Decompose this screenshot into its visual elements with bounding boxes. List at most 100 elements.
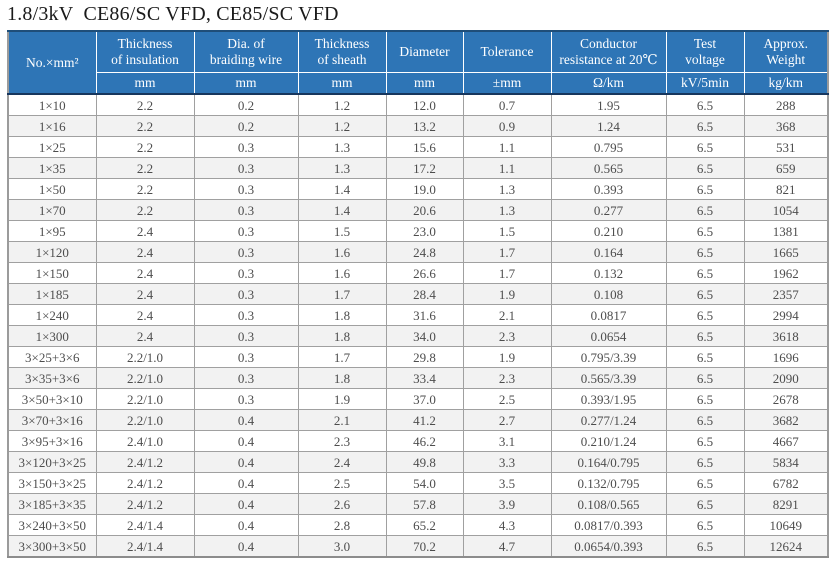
cell-value: 0.0654/0.393 <box>550 535 667 558</box>
cell-value: 0.565 <box>550 157 667 179</box>
unit-insulation-thickness: mm <box>95 72 195 95</box>
cell-value: 10649 <box>743 514 829 536</box>
cell-value: 1665 <box>743 241 829 263</box>
cell-value: 2.2/1.0 <box>95 409 195 431</box>
cell-value: 6.5 <box>665 93 745 116</box>
cell-value: 70.2 <box>385 535 464 558</box>
table-row: 3×50+3×10 2.2/1.0 0.3 1.9 37.0 2.5 0.393/1.95 6… <box>7 388 829 410</box>
unit-braiding-wire-dia: mm <box>193 72 299 95</box>
cell-value: 23.0 <box>385 220 464 242</box>
cell-value: 6.5 <box>665 409 745 431</box>
cell-conductor-size: 1×10 <box>7 93 97 116</box>
cell-value: 6.5 <box>665 367 745 389</box>
cell-value: 0.3 <box>193 178 299 200</box>
unit-sheath-thickness: mm <box>297 72 387 95</box>
cell-value: 37.0 <box>385 388 464 410</box>
cell-conductor-size: 1×240 <box>7 304 97 326</box>
cell-value: 2.2/1.0 <box>95 346 195 368</box>
cell-value: 3.9 <box>462 493 552 515</box>
cell-value: 6.5 <box>665 178 745 200</box>
cell-conductor-size: 3×50+3×10 <box>7 388 97 410</box>
table-row: 1×70 2.2 0.3 1.4 20.6 1.3 0.277 6.5 1054 <box>7 199 829 221</box>
cell-value: 41.2 <box>385 409 464 431</box>
col-header-test-voltage: Test voltage <box>665 30 745 73</box>
cable-spec-table: No.×mm² Thickness of insulation Dia. of … <box>7 30 829 558</box>
cell-value: 0.164 <box>550 241 667 263</box>
cell-value: 0.0817/0.393 <box>550 514 667 536</box>
cell-value: 0.0817 <box>550 304 667 326</box>
cell-value: 1.4 <box>297 178 387 200</box>
cell-value: 2.2 <box>95 199 195 221</box>
cell-value: 0.3 <box>193 262 299 284</box>
cell-value: 1.95 <box>550 93 667 116</box>
cell-value: 15.6 <box>385 136 464 158</box>
cell-value: 0.210/1.24 <box>550 430 667 452</box>
cell-value: 2.4 <box>95 325 195 347</box>
col-header-approx-weight: Approx. Weight <box>743 30 829 73</box>
table-row: 3×70+3×16 2.2/1.0 0.4 2.1 41.2 2.7 0.277/1.24 6… <box>7 409 829 431</box>
col-header-braiding-wire-dia: Dia. of braiding wire <box>193 30 299 73</box>
cell-value: 1054 <box>743 199 829 221</box>
cell-value: 6.5 <box>665 493 745 515</box>
cell-value: 2090 <box>743 367 829 389</box>
table-row: 1×150 2.4 0.3 1.6 26.6 1.7 0.132 6.5 1962 <box>7 262 829 284</box>
cell-conductor-size: 3×240+3×50 <box>7 514 97 536</box>
cell-value: 6.5 <box>665 262 745 284</box>
cell-value: 368 <box>743 115 829 137</box>
cell-value: 0.277/1.24 <box>550 409 667 431</box>
cell-value: 0.108 <box>550 283 667 305</box>
cell-value: 0.3 <box>193 367 299 389</box>
unit-test-voltage: kV/5min <box>665 72 745 95</box>
cell-value: 6.5 <box>665 241 745 263</box>
cell-conductor-size: 3×120+3×25 <box>7 451 97 473</box>
cell-value: 6.5 <box>665 304 745 326</box>
cell-value: 0.4 <box>193 493 299 515</box>
cell-value: 1.24 <box>550 115 667 137</box>
cell-value: 3.5 <box>462 472 552 494</box>
cell-value: 2.2 <box>95 178 195 200</box>
cell-value: 0.4 <box>193 514 299 536</box>
cell-value: 0.7 <box>462 93 552 116</box>
table-row: 1×35 2.2 0.3 1.3 17.2 1.1 0.565 6.5 659 <box>7 157 829 179</box>
cell-value: 0.3 <box>193 388 299 410</box>
table-row: 3×95+3×16 2.4/1.0 0.4 2.3 46.2 3.1 0.210/1.24 6… <box>7 430 829 452</box>
table-row: 1×10 2.2 0.2 1.2 12.0 0.7 1.95 6.5 288 <box>7 93 829 116</box>
cell-value: 1.2 <box>297 93 387 116</box>
cell-conductor-size: 1×50 <box>7 178 97 200</box>
cell-value: 6.5 <box>665 283 745 305</box>
cell-value: 6.5 <box>665 535 745 558</box>
cell-value: 49.8 <box>385 451 464 473</box>
cell-value: 24.8 <box>385 241 464 263</box>
cell-value: 2.2/1.0 <box>95 388 195 410</box>
cell-conductor-size: 3×150+3×25 <box>7 472 97 494</box>
cell-value: 1.3 <box>297 157 387 179</box>
cell-conductor-size: 1×35 <box>7 157 97 179</box>
table-row: 3×150+3×25 2.4/1.2 0.4 2.5 54.0 3.5 0.132/0.79… <box>7 472 829 494</box>
cell-value: 2.4 <box>95 241 195 263</box>
cell-value: 6.5 <box>665 136 745 158</box>
cell-value: 3.0 <box>297 535 387 558</box>
cell-value: 0.2 <box>193 93 299 116</box>
table-row: 1×50 2.2 0.3 1.4 19.0 1.3 0.393 6.5 821 <box>7 178 829 200</box>
cell-value: 2.4/1.2 <box>95 451 195 473</box>
table-header: No.×mm² Thickness of insulation Dia. of … <box>7 30 829 95</box>
cell-value: 1.1 <box>462 157 552 179</box>
table-row: 3×185+3×35 2.4/1.2 0.4 2.6 57.8 3.9 0.108/0.56… <box>7 493 829 515</box>
cell-value: 821 <box>743 178 829 200</box>
cell-value: 54.0 <box>385 472 464 494</box>
cell-value: 3.1 <box>462 430 552 452</box>
cell-value: 0.795 <box>550 136 667 158</box>
unit-approx-weight: kg/km <box>743 72 829 95</box>
cell-value: 1.7 <box>462 262 552 284</box>
cell-value: 1.3 <box>462 199 552 221</box>
cell-conductor-size: 1×95 <box>7 220 97 242</box>
cell-value: 17.2 <box>385 157 464 179</box>
col-header-tolerance: Tolerance <box>462 30 552 73</box>
cell-value: 0.3 <box>193 241 299 263</box>
table-row: 3×240+3×50 2.4/1.4 0.4 2.8 65.2 4.3 0.0817/0.3… <box>7 514 829 536</box>
cell-conductor-size: 1×300 <box>7 325 97 347</box>
cell-value: 0.9 <box>462 115 552 137</box>
cell-value: 0.4 <box>193 409 299 431</box>
cell-conductor-size: 1×150 <box>7 262 97 284</box>
col-header-diameter: Diameter <box>385 30 464 73</box>
